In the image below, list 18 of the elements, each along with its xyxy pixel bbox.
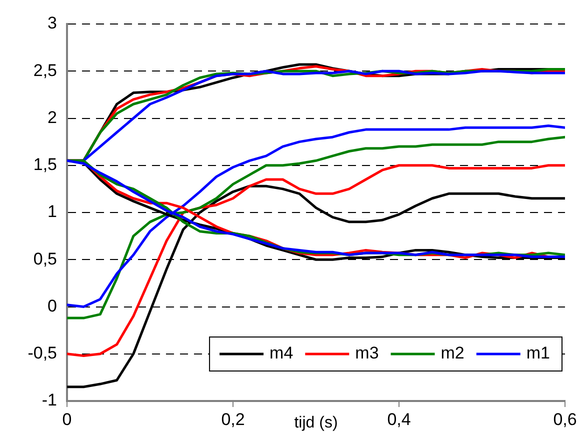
y-tick-label: -1 <box>42 390 57 410</box>
y-tick-label: 1 <box>48 202 57 222</box>
y-tick-label: 2,5 <box>33 60 57 80</box>
legend-label: m4 <box>270 344 294 363</box>
y-tick-label: 1,5 <box>33 155 57 174</box>
legend-label: m2 <box>440 344 464 363</box>
x-tick-label: 0,6 <box>553 410 577 429</box>
y-tick-label: -0,5 <box>28 344 57 363</box>
y-tick-label: 0 <box>48 296 57 316</box>
legend-label: m1 <box>526 344 550 363</box>
y-tick-label: 0,5 <box>33 249 57 268</box>
x-tick-label: 0,2 <box>221 410 245 429</box>
y-tick-label: 3 <box>48 14 57 33</box>
y-tick-label: 2 <box>48 108 57 127</box>
x-axis-title: tijd (s) <box>294 414 338 432</box>
legend-label: m3 <box>355 344 379 363</box>
x-tick-label: 0,4 <box>387 410 411 429</box>
x-tick-label: 0 <box>62 410 72 429</box>
